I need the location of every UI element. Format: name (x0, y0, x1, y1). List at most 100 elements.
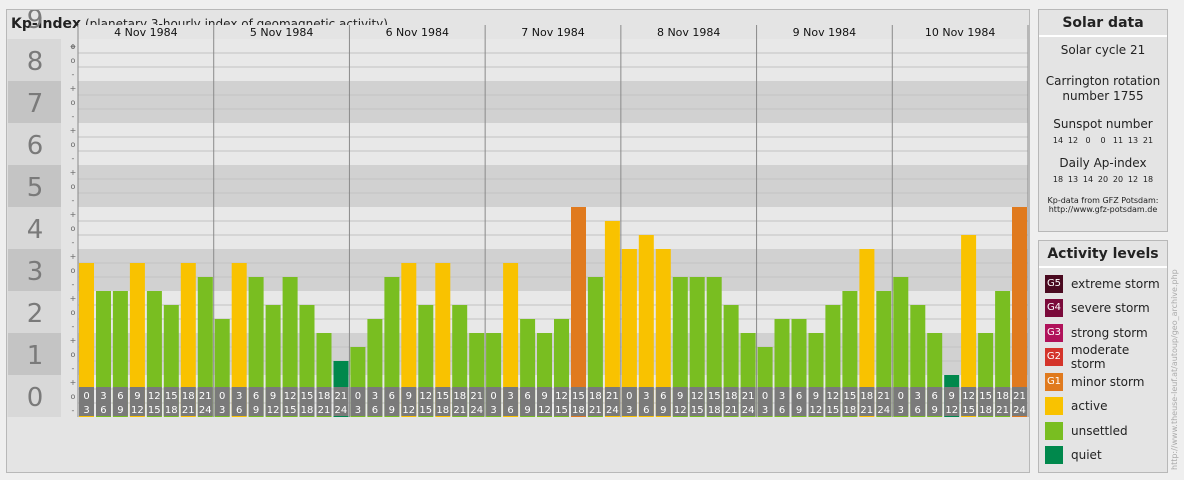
hour-end-label: 24 (335, 405, 348, 416)
hour-start-label: 15 (165, 391, 178, 402)
hour-tile (655, 387, 671, 416)
hour-tile (808, 387, 824, 416)
hour-start-label: 12 (419, 391, 432, 402)
y-minor-label: o (71, 308, 76, 317)
hour-start-label: 9 (134, 391, 140, 402)
hour-tile (282, 387, 298, 416)
day-label: 8 Nov 1984 (657, 26, 720, 39)
hour-tile (961, 387, 977, 416)
kp-bar (876, 291, 892, 417)
hour-start-label: 3 (779, 391, 785, 402)
hour-end-label: 24 (470, 405, 483, 416)
level-g5: G5 extreme storm (1045, 274, 1160, 294)
hour-start-label: 9 (813, 391, 819, 402)
hour-end-label: 18 (301, 405, 314, 416)
y-major-label: 7 (27, 89, 44, 119)
sunspot-value: 14 (1052, 136, 1064, 145)
kp-bar (672, 277, 688, 417)
hour-tile (740, 387, 756, 416)
level-label: minor storm (1071, 375, 1145, 389)
hour-end-label: 15 (555, 405, 568, 416)
day-label: 5 Nov 1984 (250, 26, 313, 39)
y-minor-label: + (70, 210, 77, 219)
hour-end-label: 12 (402, 405, 415, 416)
hour-tile (587, 387, 603, 416)
kp-band (78, 123, 1028, 165)
hour-start-label: 9 (949, 391, 955, 402)
hour-end-label: 12 (538, 405, 551, 416)
hour-end-label: 3 (355, 405, 361, 416)
hour-start-label: 9 (677, 391, 683, 402)
y-major-label: 6 (27, 131, 44, 161)
hour-start-label: 9 (541, 391, 547, 402)
hour-tile (248, 387, 264, 416)
kp-label-band (8, 333, 61, 375)
kp-bar (401, 263, 417, 417)
hour-tile (214, 387, 230, 416)
day-label: 10 Nov 1984 (925, 26, 995, 39)
y-minor-label: + (70, 84, 77, 93)
hour-end-label: 21 (318, 405, 331, 416)
hour-tile (910, 387, 926, 416)
hour-end-label: 12 (267, 405, 280, 416)
y-minor-label: - (72, 70, 75, 79)
hour-start-label: 6 (117, 391, 123, 402)
hour-end-label: 15 (962, 405, 975, 416)
hour-end-label: 15 (691, 405, 704, 416)
hour-end-label: 9 (932, 405, 938, 416)
kp-bar (79, 263, 94, 417)
level-swatch (1045, 397, 1063, 415)
hour-start-label: 0 (219, 391, 225, 402)
hour-start-label: 12 (691, 391, 704, 402)
hour-start-label: 18 (725, 391, 738, 402)
level-label: moderate storm (1070, 343, 1130, 371)
kp-band (78, 207, 1028, 249)
hour-start-label: 6 (932, 391, 938, 402)
hour-start-label: 3 (643, 391, 649, 402)
level-label: quiet (1071, 448, 1102, 462)
hour-tile (129, 387, 145, 416)
kp-label-band (8, 165, 61, 207)
kp-bar (587, 277, 603, 417)
kp-bar (146, 291, 162, 417)
hour-start-label: 21 (199, 391, 212, 402)
y-minor-label: + (70, 294, 77, 303)
hour-end-label: 18 (572, 405, 585, 416)
hour-tile (316, 387, 332, 416)
kp-bar (197, 277, 213, 417)
ap-value: 18 (1142, 175, 1154, 184)
y-minor-label: - (72, 196, 75, 205)
hour-end-label: 12 (810, 405, 823, 416)
kp-band (78, 165, 1028, 207)
kp-bar (604, 221, 620, 417)
y-major-label: 0 (27, 383, 44, 413)
carrington-line-2: number 1755 (1062, 89, 1144, 103)
ap-value: 20 (1097, 175, 1109, 184)
y-major-label: 8 (27, 47, 44, 77)
y-minor-label: - (72, 280, 75, 289)
hour-tile (825, 387, 841, 416)
hour-start-label: 6 (389, 391, 395, 402)
hour-start-label: 0 (490, 391, 496, 402)
hour-start-label: 12 (827, 391, 840, 402)
hour-tile (672, 387, 688, 416)
kp-label-band (8, 249, 61, 291)
level-swatch: G1 (1045, 373, 1063, 391)
hour-tile (333, 387, 349, 416)
kp-bar (893, 277, 909, 417)
hour-tile (299, 387, 315, 416)
hour-tile (893, 387, 909, 416)
hour-end-label: 3 (219, 405, 225, 416)
hour-end-label: 6 (100, 405, 106, 416)
hour-end-label: 24 (1013, 405, 1026, 416)
y-major-label: 9 (27, 10, 44, 35)
hour-start-label: 9 (270, 391, 276, 402)
hour-end-label: 6 (236, 405, 242, 416)
day-header-row (78, 25, 1028, 39)
hour-end-label: 15 (419, 405, 432, 416)
kp-label-band (8, 291, 61, 333)
hour-tile (180, 387, 196, 416)
hour-start-label: 21 (335, 391, 348, 402)
hour-tile (452, 387, 468, 416)
hour-start-label: 15 (708, 391, 721, 402)
